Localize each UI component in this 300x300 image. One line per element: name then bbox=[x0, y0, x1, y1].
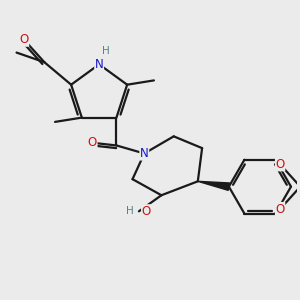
Text: N: N bbox=[95, 58, 103, 71]
Text: O: O bbox=[275, 158, 285, 171]
Text: N: N bbox=[140, 147, 149, 160]
Text: O: O bbox=[20, 33, 29, 46]
Text: O: O bbox=[142, 205, 151, 218]
Text: H: H bbox=[126, 206, 134, 216]
Polygon shape bbox=[198, 181, 230, 190]
Text: O: O bbox=[88, 136, 97, 149]
Text: H: H bbox=[102, 46, 110, 56]
Text: O: O bbox=[275, 202, 285, 215]
